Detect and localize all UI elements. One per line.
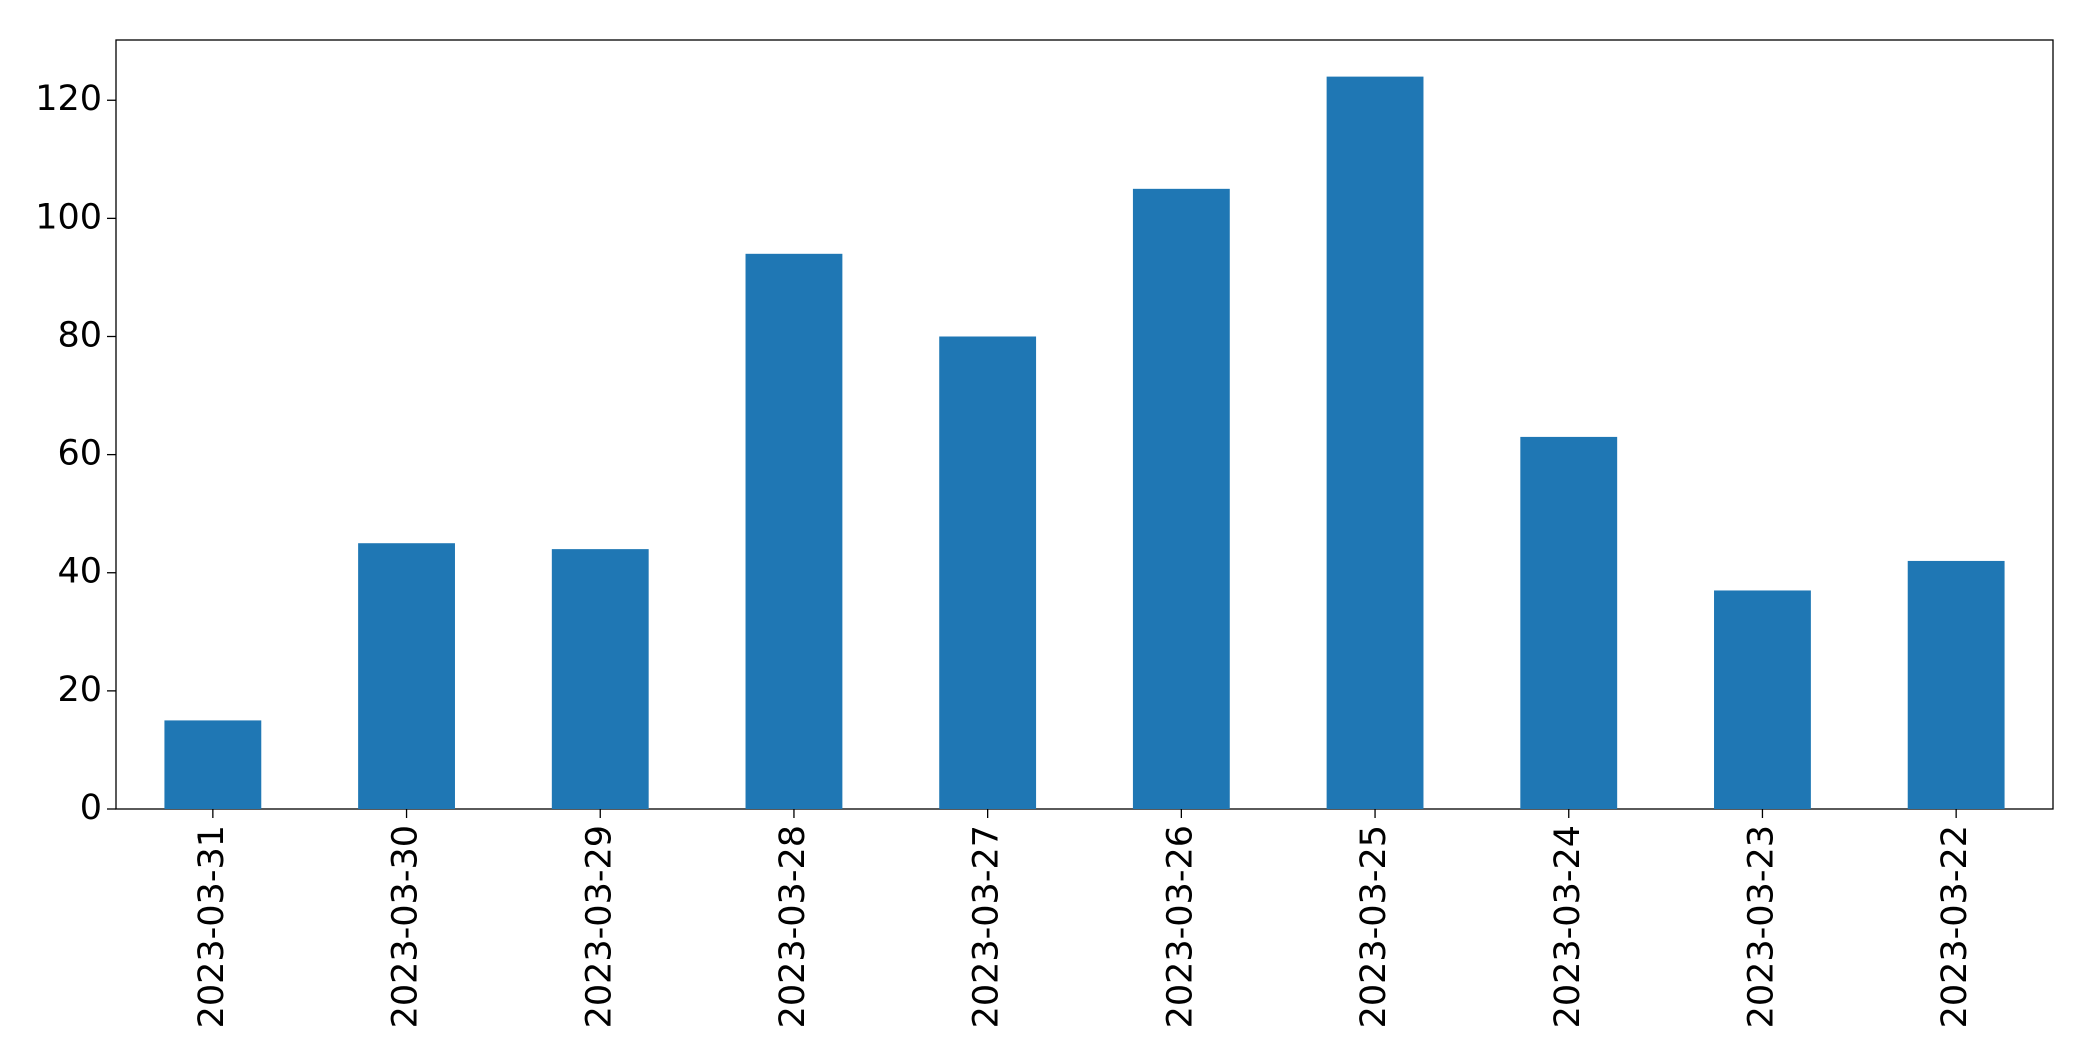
bar [358, 543, 455, 809]
bar [1326, 76, 1424, 810]
bar [1714, 590, 1811, 809]
x-tick-label: 2023-03-26 [1160, 825, 1200, 1028]
x-tick-label: 2023-03-24 [1548, 825, 1588, 1028]
plot-frame [115, 39, 2054, 810]
bar [939, 336, 1037, 809]
x-tick-label: 2023-03-31 [192, 825, 232, 1028]
y-tick-label: 80 [57, 315, 102, 355]
bar [164, 720, 262, 809]
x-tick-label: 2023-03-27 [967, 825, 1007, 1028]
x-tick-label: 2023-03-28 [773, 825, 813, 1028]
bar [1907, 560, 2005, 809]
y-tick-label: 120 [35, 79, 102, 119]
x-tick-label: 2023-03-30 [386, 825, 426, 1028]
bar [745, 253, 843, 809]
bar [1520, 436, 1618, 809]
y-tick-label: 0 [80, 788, 102, 828]
x-tick-label: 2023-03-25 [1354, 825, 1394, 1028]
y-tick-label: 60 [57, 434, 102, 474]
x-tick-label: 2023-03-22 [1935, 825, 1975, 1028]
x-tick-label: 2023-03-23 [1741, 825, 1781, 1028]
y-tick-label: 100 [35, 197, 102, 237]
y-tick-label: 20 [57, 670, 102, 710]
x-tick-label: 2023-03-29 [579, 825, 619, 1028]
bar [1132, 188, 1230, 809]
bar [551, 549, 649, 809]
y-tick-label: 40 [57, 552, 102, 592]
